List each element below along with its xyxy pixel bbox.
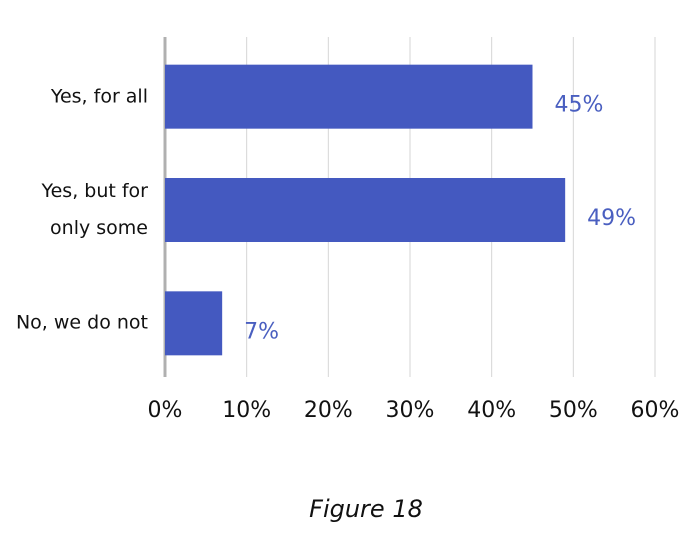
x-tick-label: 20% xyxy=(304,398,353,423)
y-tick-label: No, we do not xyxy=(15,311,148,334)
value-label: 7% xyxy=(244,319,279,344)
x-tick-label: 0% xyxy=(148,398,183,423)
value-label: 49% xyxy=(587,206,636,231)
x-tick-label: 60% xyxy=(631,398,680,423)
caption: Figure 18 xyxy=(309,495,423,523)
bar xyxy=(165,64,533,129)
value-label: 45% xyxy=(555,93,604,118)
bar xyxy=(165,178,566,242)
bar xyxy=(165,291,223,356)
y-tick-label: Yes, but for only some xyxy=(41,180,148,239)
x-tick-label: 10% xyxy=(222,398,271,423)
x-tick-label: 50% xyxy=(549,398,598,423)
x-tick-label: 40% xyxy=(467,398,516,423)
x-tick-label: 30% xyxy=(386,398,435,423)
y-tick-label: Yes, for all xyxy=(50,85,148,108)
